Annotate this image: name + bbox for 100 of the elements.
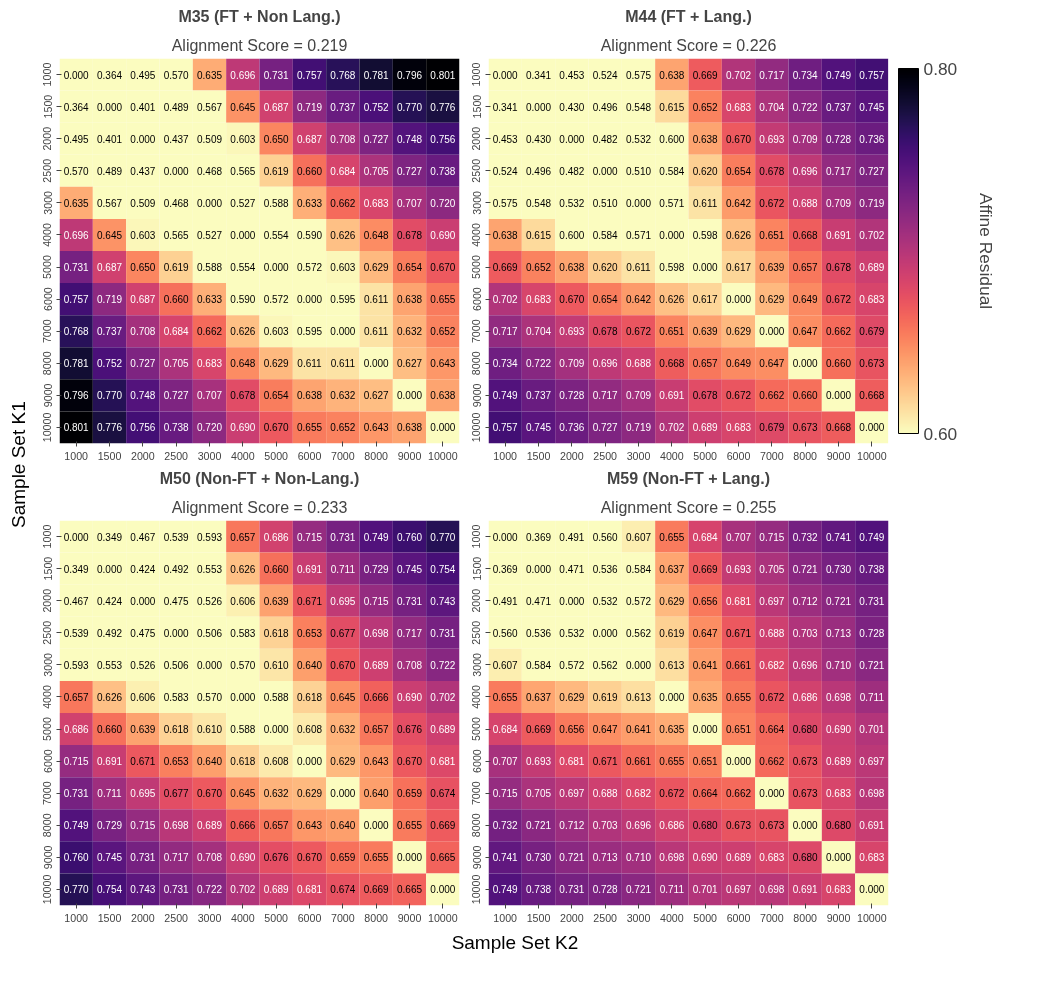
data-label: 0.635 [63, 197, 90, 209]
data-label: 0.608 [296, 724, 323, 736]
y-tick-label: 3000 [41, 190, 54, 215]
y-tick-label: 2000 [41, 588, 54, 613]
data-label: 0.683 [859, 294, 885, 306]
data-label: 0.638 [396, 294, 423, 306]
data-label: 0.000 [96, 101, 123, 113]
data-label: 0.635 [196, 69, 223, 81]
data-label: 0.721 [792, 563, 819, 575]
data-label: 0.679 [859, 326, 885, 338]
data-label: 0.730 [525, 852, 552, 864]
data-label: 0.796 [396, 69, 423, 81]
chart-title: M50 (Non-FT + Non-Lang.) [159, 469, 360, 487]
data-label: 0.626 [230, 326, 256, 338]
data-label: 0.676 [263, 852, 290, 864]
data-label: 0.536 [525, 627, 552, 639]
data-label: 0.748 [396, 133, 423, 145]
data-label: 0.000 [759, 788, 785, 800]
data-label: 0.570 [163, 69, 190, 81]
data-label: 0.715 [296, 531, 323, 543]
x-tick-label: 8000 [364, 449, 389, 462]
x-tick-label: 1500 [526, 911, 551, 924]
data-label: 0.553 [96, 659, 123, 671]
data-label: 0.710 [625, 852, 652, 864]
y-tick-label: 9000 [41, 383, 54, 408]
data-label: 0.654 [263, 390, 290, 402]
data-label: 0.749 [63, 820, 90, 832]
data-label: 0.653 [296, 627, 323, 639]
data-label: 0.662 [759, 390, 785, 402]
data-label: 0.688 [792, 197, 819, 209]
x-tick-label: 7000 [759, 911, 784, 924]
data-label: 0.611 [364, 294, 389, 306]
data-label: 0.349 [96, 531, 123, 543]
y-tick-label: 2000 [470, 126, 483, 151]
data-label: 0.647 [759, 358, 785, 370]
data-label: 0.000 [492, 531, 519, 543]
data-label: 0.670 [296, 852, 323, 864]
data-label: 0.697 [559, 788, 585, 800]
data-label: 0.562 [625, 627, 652, 639]
data-label: 0.000 [859, 884, 885, 896]
data-label: 0.683 [525, 294, 552, 306]
data-label: 0.664 [692, 788, 719, 800]
y-tick-label: 8000 [41, 351, 54, 376]
data-label: 0.424 [96, 595, 123, 607]
data-label: 0.657 [692, 358, 719, 370]
data-label: 0.709 [792, 133, 819, 145]
data-label: 0.475 [130, 627, 156, 639]
y-tick-label: 9000 [470, 383, 483, 408]
data-label: 0.668 [792, 229, 819, 241]
data-label: 0.749 [492, 390, 519, 402]
data-label: 0.645 [230, 788, 256, 800]
data-label: 0.757 [296, 69, 323, 81]
data-label: 0.702 [230, 884, 256, 896]
data-label: 0.341 [525, 69, 552, 81]
data-label: 0.653 [163, 756, 190, 768]
data-label: 0.713 [592, 852, 619, 864]
data-label: 0.689 [692, 422, 719, 434]
data-label: 0.722 [430, 659, 456, 671]
data-label: 0.615 [525, 229, 552, 241]
y-tick-label: 2000 [470, 588, 483, 613]
data-label: 0.527 [196, 229, 223, 241]
data-label: 0.677 [330, 627, 356, 639]
data-label: 0.715 [130, 820, 156, 832]
data-label: 0.681 [296, 884, 323, 896]
data-label: 0.671 [592, 756, 619, 768]
data-label: 0.639 [130, 724, 156, 736]
data-label: 0.572 [559, 659, 585, 671]
data-label: 0.000 [63, 69, 90, 81]
data-label: 0.727 [363, 133, 390, 145]
data-label: 0.673 [792, 756, 819, 768]
data-label: 0.643 [363, 422, 390, 434]
data-label: 0.681 [430, 756, 456, 768]
data-label: 0.491 [492, 595, 519, 607]
data-label: 0.796 [63, 390, 90, 402]
data-label: 0.627 [363, 390, 390, 402]
data-label: 0.727 [396, 165, 423, 177]
data-label: 0.637 [525, 691, 552, 703]
y-tick-label: 6000 [470, 287, 483, 311]
data-label: 0.721 [625, 884, 652, 896]
data-label: 0.482 [559, 165, 585, 177]
data-label: 0.709 [625, 390, 652, 402]
y-tick-label: 4000 [470, 685, 483, 709]
data-label: 0.662 [759, 756, 785, 768]
data-label: 0.698 [859, 788, 885, 800]
data-label: 0.756 [130, 422, 156, 434]
data-label: 0.655 [725, 691, 752, 703]
color-bar-label: 0.60 [923, 423, 958, 444]
data-label: 0.749 [825, 69, 852, 81]
y-axis-title: Sample Set K1 [7, 401, 30, 529]
data-label: 0.770 [63, 884, 90, 896]
data-label: 0.000 [759, 326, 785, 338]
data-label: 0.670 [263, 422, 290, 434]
data-label: 0.702 [859, 229, 885, 241]
x-tick-label: 4000 [659, 911, 684, 924]
data-label: 0.000 [825, 852, 852, 864]
data-label: 0.571 [625, 229, 652, 241]
data-label: 0.638 [430, 390, 456, 402]
y-tick-label: 10000 [41, 412, 54, 443]
y-tick-label: 1500 [41, 556, 54, 581]
data-label: 0.620 [692, 165, 719, 177]
